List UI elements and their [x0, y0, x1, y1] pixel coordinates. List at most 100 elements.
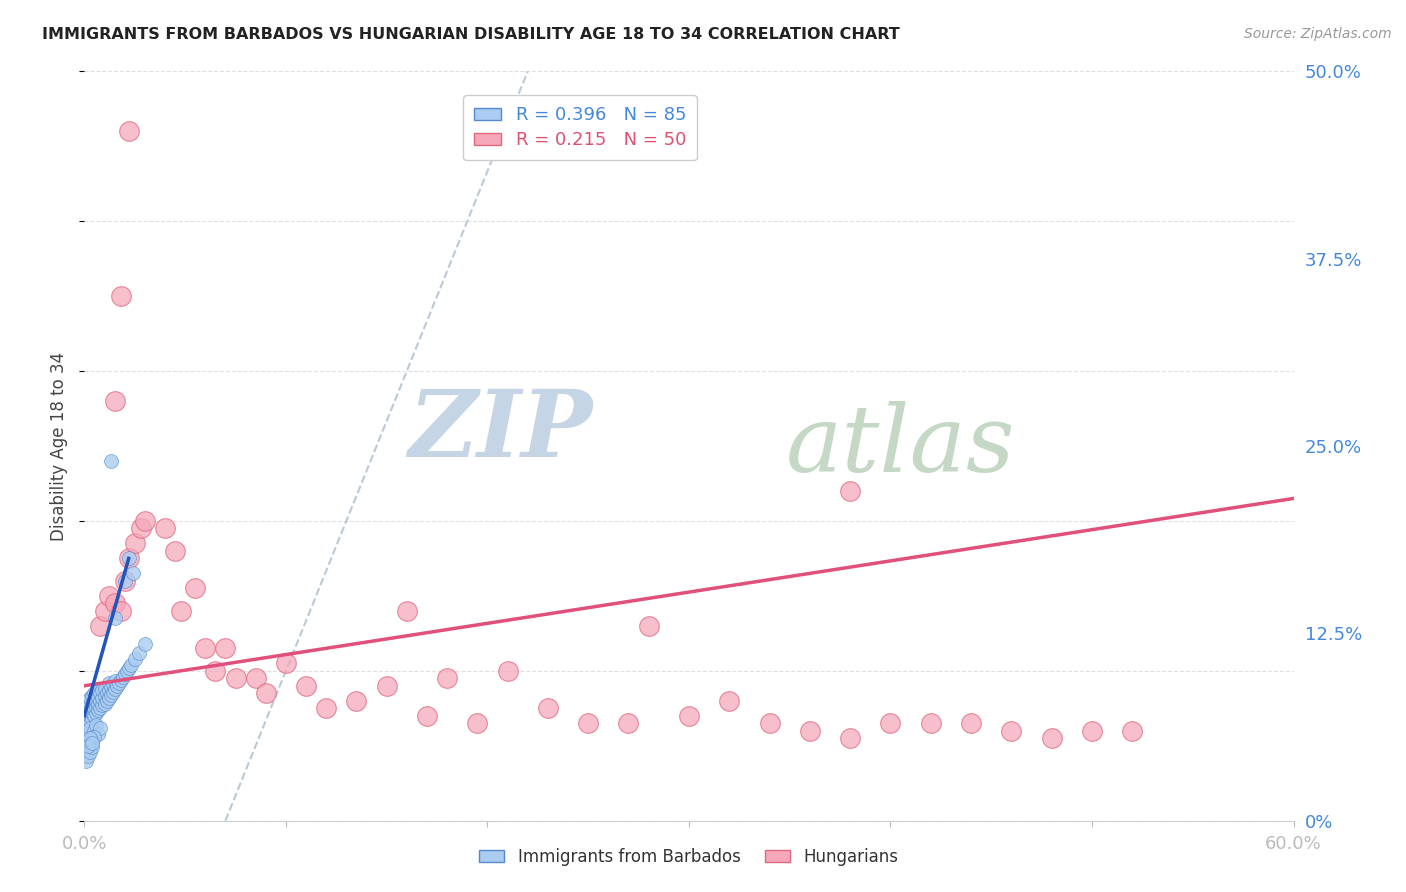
Point	[104, 596, 127, 610]
Point	[97, 683, 120, 698]
Point	[77, 712, 100, 726]
Point	[75, 746, 97, 760]
Point	[87, 681, 110, 696]
Text: ZIP: ZIP	[408, 386, 592, 476]
Point	[86, 694, 108, 708]
Point	[89, 701, 111, 715]
Point	[75, 716, 97, 731]
Point	[93, 697, 115, 711]
Point	[101, 677, 124, 691]
Point	[436, 671, 458, 685]
Point	[879, 716, 901, 731]
Point	[79, 721, 101, 735]
Point	[799, 723, 821, 738]
Point	[416, 708, 439, 723]
Point	[128, 646, 150, 660]
Point	[170, 604, 193, 618]
Point	[82, 701, 104, 715]
Point	[165, 544, 187, 558]
Point	[104, 674, 127, 689]
Point	[100, 680, 122, 694]
Point	[920, 716, 942, 731]
Point	[576, 716, 599, 731]
Point	[114, 666, 136, 681]
Point	[83, 694, 105, 708]
Point	[79, 697, 101, 711]
Point	[184, 582, 207, 596]
Point	[77, 727, 100, 741]
Point	[97, 589, 120, 603]
Point	[537, 701, 560, 715]
Point	[87, 727, 110, 741]
Point	[204, 664, 226, 678]
Point	[89, 694, 111, 708]
Point	[105, 679, 128, 693]
Y-axis label: Disability Age 18 to 34: Disability Age 18 to 34	[51, 351, 69, 541]
Point	[395, 604, 418, 618]
Point	[153, 521, 176, 535]
Point	[89, 619, 111, 633]
Point	[637, 619, 659, 633]
Point	[1121, 723, 1143, 738]
Point	[96, 686, 118, 700]
Point	[839, 483, 862, 498]
Point	[100, 454, 122, 468]
Point	[718, 694, 741, 708]
Point	[110, 289, 132, 303]
Point	[86, 686, 108, 700]
Point	[79, 704, 101, 718]
Point	[77, 706, 100, 720]
Point	[91, 683, 114, 698]
Point	[194, 641, 217, 656]
Text: IMMIGRANTS FROM BARBADOS VS HUNGARIAN DISABILITY AGE 18 TO 34 CORRELATION CHART: IMMIGRANTS FROM BARBADOS VS HUNGARIAN DI…	[42, 27, 900, 42]
Point	[104, 681, 127, 696]
Point	[91, 698, 114, 713]
Point	[111, 670, 134, 684]
Point	[77, 736, 100, 750]
Point	[110, 673, 132, 687]
Point	[82, 690, 104, 704]
Point	[86, 699, 108, 714]
Point	[82, 706, 104, 720]
Point	[110, 604, 132, 618]
Point	[89, 721, 111, 735]
Point	[129, 521, 152, 535]
Point	[87, 690, 110, 705]
Point	[77, 749, 100, 764]
Point	[83, 701, 105, 715]
Point	[254, 686, 277, 700]
Point	[839, 731, 862, 746]
Point	[114, 574, 136, 588]
Point	[83, 686, 105, 700]
Point	[91, 690, 114, 705]
Text: Source: ZipAtlas.com: Source: ZipAtlas.com	[1244, 27, 1392, 41]
Point	[79, 745, 101, 759]
Point	[121, 566, 143, 581]
Point	[83, 708, 105, 723]
Point	[118, 661, 141, 675]
Point	[1040, 731, 1063, 746]
Point	[134, 514, 156, 528]
Point	[97, 690, 120, 705]
Point	[134, 637, 156, 651]
Point	[87, 697, 110, 711]
Point	[79, 690, 101, 705]
Point	[107, 675, 129, 690]
Point	[295, 679, 318, 693]
Point	[79, 739, 101, 753]
Point	[79, 731, 101, 746]
Point	[93, 604, 115, 618]
Point	[124, 536, 146, 550]
Point	[97, 675, 120, 690]
Point	[346, 694, 368, 708]
Point	[245, 671, 267, 685]
Point	[77, 701, 100, 715]
Point	[86, 717, 108, 731]
Point	[1081, 723, 1104, 738]
Point	[617, 716, 640, 731]
Point	[274, 657, 297, 671]
Point	[115, 664, 138, 678]
Point	[75, 708, 97, 723]
Text: atlas: atlas	[786, 401, 1015, 491]
Point	[82, 740, 104, 755]
